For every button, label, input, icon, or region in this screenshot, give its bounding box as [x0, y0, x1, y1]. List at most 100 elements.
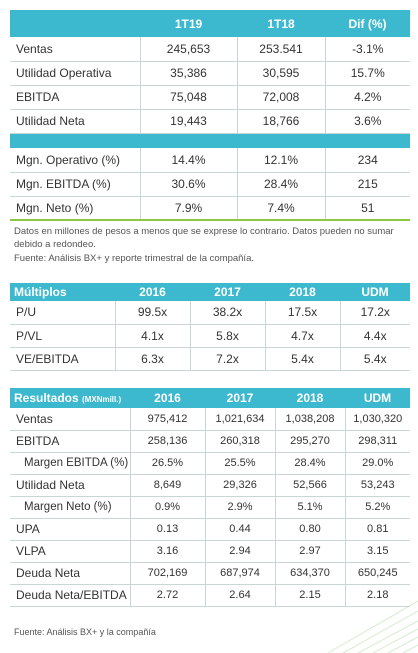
header-cell: UDM — [340, 283, 410, 301]
cell: 26.5% — [129, 452, 205, 475]
cell: 258,136 — [129, 430, 205, 453]
cell: 99.5x — [114, 301, 190, 325]
header-cell: 1T18 — [237, 10, 325, 37]
cell: 29,326 — [204, 474, 275, 497]
header-cell — [10, 10, 140, 37]
cell: 295,270 — [274, 430, 345, 453]
cell: 25.5% — [204, 452, 275, 475]
row: Utilidad Neta 19,443 18,766 3.6% — [10, 109, 410, 134]
header-cell: 2017 — [190, 283, 265, 301]
cell: 2.72 — [129, 584, 205, 607]
cell: 245,653 — [139, 37, 237, 62]
row-label: UPA — [10, 518, 130, 541]
cell: 650,245 — [344, 562, 410, 585]
cell: 38.2x — [189, 301, 265, 325]
cell: 2.15 — [274, 584, 345, 607]
row: Utilidad Operativa 35,386 30,595 15.7% — [10, 61, 410, 86]
source: Fuente: Análisis BX+ y reporte trimestra… — [14, 253, 254, 264]
cell: 30.6% — [139, 172, 237, 197]
cell: 0.81 — [344, 518, 410, 541]
cell: 53,243 — [344, 474, 410, 497]
header-cell: 2016 — [130, 388, 205, 408]
row: Mgn. Operativo (%) 14.4% 12.1% 234 — [10, 148, 410, 173]
cell: 4.2% — [324, 85, 410, 110]
cell: 30,595 — [236, 61, 325, 86]
cell: 2.9% — [204, 496, 275, 519]
note: Datos en millones de pesos a menos que s… — [14, 226, 394, 250]
row-label: EBITDA — [10, 85, 140, 110]
header-cell: Múltiplos — [10, 283, 115, 301]
cell: 2.18 — [344, 584, 410, 607]
multiples-table: Múltiplos 2016 2017 2018 UDM P/U 99.5x 38.2x 17.… — [10, 283, 410, 371]
row: EBITDA 258,136 260,318 295,270 298,311 — [10, 430, 410, 453]
row: Mgn. Neto (%) 7.9% 7.4% 51 — [10, 196, 410, 221]
row: Margen EBITDA (%) 26.5% 25.5% 28.4% 29.0% — [10, 452, 410, 475]
cell: 0.44 — [204, 518, 275, 541]
cell: 1,021,634 — [204, 408, 275, 431]
cell: 215 — [324, 172, 410, 197]
row-label: Utilidad Neta — [10, 109, 140, 134]
summary-table: 1T19 1T18 Dif (%) Ventas 245,653 253.541 -3.1%… — [10, 10, 410, 221]
cell: -3.1% — [324, 37, 410, 62]
row-label: Deuda Neta — [10, 562, 130, 585]
row-label: EBITDA — [10, 430, 130, 453]
cell: 0.13 — [129, 518, 205, 541]
header-cell: 2018 — [265, 283, 340, 301]
cell: 5.4x — [339, 347, 410, 371]
cell: 72,008 — [236, 85, 325, 110]
cell: 1,038,208 — [274, 408, 345, 431]
cell: 8,649 — [129, 474, 205, 497]
cell: 29.0% — [344, 452, 410, 475]
cell: 52,566 — [274, 474, 345, 497]
cell: 35,386 — [139, 61, 237, 86]
row-label: Utilidad Neta — [10, 474, 130, 497]
cell: 75,048 — [139, 85, 237, 110]
cell: 5.2% — [344, 496, 410, 519]
row-label: VE/EBITDA — [10, 347, 115, 371]
header-cell: Dif (%) — [325, 10, 410, 37]
cell: 19,443 — [139, 109, 237, 134]
cell: 0.9% — [129, 496, 205, 519]
row: Deuda Neta/EBITDA 2.72 2.64 2.15 2.18 — [10, 584, 410, 607]
cell: 298,311 — [344, 430, 410, 453]
cell: 7.9% — [139, 196, 237, 221]
row-label: Mgn. Neto (%) — [10, 196, 140, 221]
row: VE/EBITDA 6.3x 7.2x 5.4x 5.4x — [10, 347, 410, 371]
row-label: Ventas — [10, 37, 140, 62]
row-label: P/VL — [10, 324, 115, 348]
row-label: Utilidad Operativa — [10, 61, 140, 86]
separator — [10, 133, 410, 148]
cell: 14.4% — [139, 148, 237, 173]
header-row: 1T19 1T18 Dif (%) — [10, 10, 410, 37]
cell: 7.4% — [236, 196, 325, 221]
row: Ventas 245,653 253.541 -3.1% — [10, 37, 410, 62]
cell: 1,030,320 — [344, 408, 410, 431]
cell: 17.2x — [339, 301, 410, 325]
cell: 15.7% — [324, 61, 410, 86]
row: Utilidad Neta 8,649 29,326 52,566 53,243 — [10, 474, 410, 497]
header-cell: 2016 — [115, 283, 190, 301]
cell: 702,169 — [129, 562, 205, 585]
cell: 28.4% — [274, 452, 345, 475]
header-cell: Resultados (MXNmill.) — [10, 388, 130, 408]
results-table: Resultados (MXNmill.) 2016 2017 2018 UDM Vent… — [10, 388, 410, 607]
cell: 2.94 — [204, 540, 275, 563]
row-label: Mgn. Operativo (%) — [10, 148, 140, 173]
row-label: P/U — [10, 301, 115, 325]
row-label: Ventas — [10, 408, 130, 431]
cell: 634,370 — [274, 562, 345, 585]
row: Mgn. EBITDA (%) 30.6% 28.4% 215 — [10, 172, 410, 197]
cell: 975,412 — [129, 408, 205, 431]
separator-cell — [10, 133, 410, 148]
cell: 5.4x — [264, 347, 340, 371]
cell: 2.64 — [204, 584, 275, 607]
header-unit: (MXNmill.) — [82, 395, 122, 404]
cell: 2.97 — [274, 540, 345, 563]
row-label: Mgn. EBITDA (%) — [10, 172, 140, 197]
cell: 28.4% — [236, 172, 325, 197]
cell: 234 — [324, 148, 410, 173]
cell: 7.2x — [189, 347, 265, 371]
cell: 5.8x — [189, 324, 265, 348]
cell: 687,974 — [204, 562, 275, 585]
row: Deuda Neta 702,169 687,974 634,370 650,245 — [10, 562, 410, 585]
